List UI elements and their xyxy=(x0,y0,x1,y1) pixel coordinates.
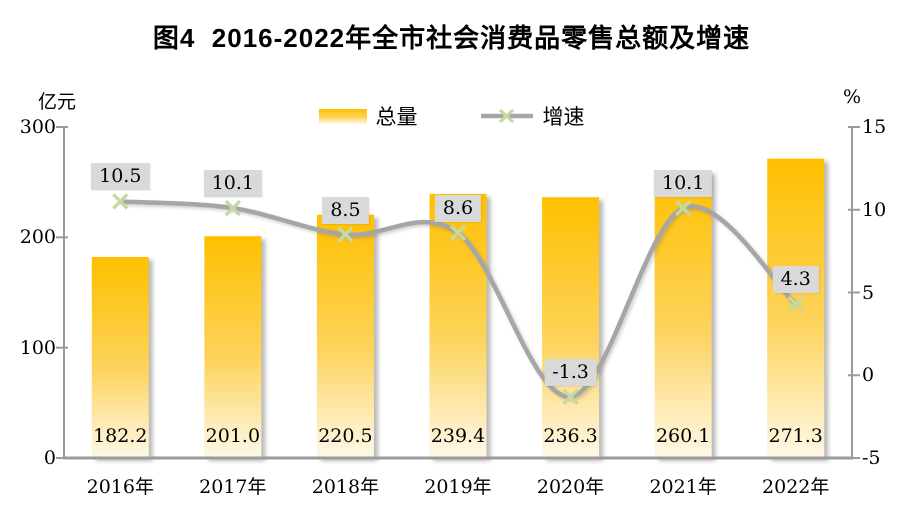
growth-marker-2018年 xyxy=(337,226,354,243)
bar-2019年 xyxy=(429,193,487,458)
growth-marker-2019年 xyxy=(449,224,467,242)
growth-marker-2022年 xyxy=(787,295,804,313)
bar-series-swatch-icon xyxy=(318,108,367,124)
legend-bar-label: 总量 xyxy=(375,106,418,129)
bar-2021年 xyxy=(654,171,712,458)
legend-line-label: 增速 xyxy=(542,106,585,129)
legend: 总量 增速 xyxy=(0,101,903,131)
legend-item-growth: 增速 xyxy=(480,101,585,131)
growth-marker-2020年 xyxy=(562,388,579,405)
bar-2020年 xyxy=(542,197,600,458)
growth-marker-2021年 xyxy=(674,199,692,217)
growth-marker-2017年 xyxy=(224,199,242,217)
legend-item-total: 总量 xyxy=(318,101,418,131)
chart-title: 图4 2016-2022年全市社会消费品零售总额及增速 xyxy=(152,23,751,53)
right-axis-unit-label: % xyxy=(843,86,862,108)
bar-2017年 xyxy=(204,236,262,458)
bar-2016年 xyxy=(91,256,149,458)
bar-2018年 xyxy=(316,214,374,458)
growth-marker-2016年 xyxy=(112,193,129,210)
left-axis-unit-label: 亿元 xyxy=(38,91,77,113)
bar-2022年 xyxy=(767,158,825,459)
line-series-swatch-icon xyxy=(480,108,533,124)
